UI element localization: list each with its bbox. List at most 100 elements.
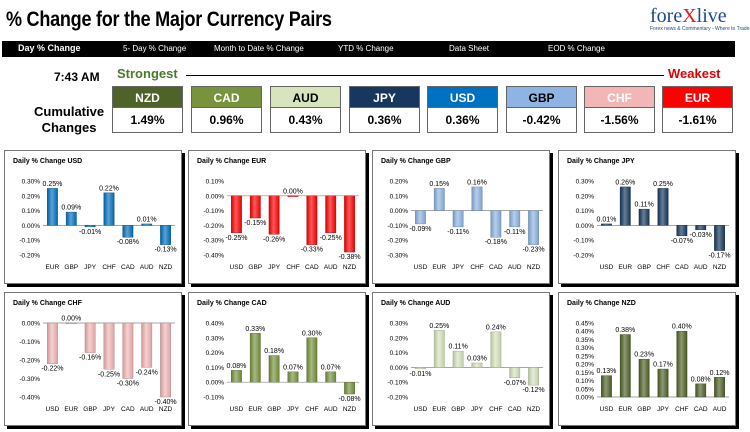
data-label: 0.01% (137, 216, 157, 223)
bar (306, 337, 318, 383)
y-tick-label: -0.30% (203, 238, 224, 245)
chart-eur: 0.10% 0.00% -0.10% -0.20% -0.30% -0.40% -0.25%… (203, 179, 360, 272)
y-tick-label: 0.20% (576, 193, 595, 200)
nav-eod-change[interactable]: EOD % Change (548, 44, 605, 53)
bar (325, 195, 337, 233)
data-label: 0.40% (672, 324, 692, 331)
data-label: 0.00% (61, 316, 81, 323)
nav-5day-change[interactable]: 5- Day % Change (123, 44, 187, 53)
data-label: -0.33% (301, 247, 323, 254)
currency-box-usd: USD 0.36% (427, 86, 498, 135)
chart-title: Daily % Change AUD (381, 300, 451, 307)
y-tick-label: 0.30% (390, 321, 409, 328)
bar (657, 368, 669, 398)
data-label: -0.18% (485, 239, 507, 246)
chart-aud: 0.30% 0.20% 0.10% 0.00% -0.10% -0.20% -0.01% US… (387, 321, 544, 414)
panel-cad: Daily % Change CAD 0.40% 0.30% 0.20% 0.10% 0… (188, 292, 366, 426)
bar (452, 210, 464, 228)
y-tick-label: 0.10% (390, 350, 409, 357)
nav-month-to-date-change[interactable]: Month to Date % Change (214, 44, 304, 53)
bar (141, 223, 153, 226)
x-tick-label: CHF (656, 264, 669, 271)
x-tick-label: NZD (343, 406, 357, 413)
currency-box-gbp: GBP -0.42% (506, 86, 577, 135)
panel-aud: Daily % Change AUD 0.30% 0.20% 0.10% 0.00% -… (372, 292, 550, 426)
chart-nzd: 0.45%0.40%0.35%0.30%0.25%0.20%0.15%0.10%… (576, 321, 730, 414)
data-label: -0.08% (117, 239, 139, 246)
y-tick-label: 0.00% (206, 380, 225, 387)
y-tick-label: 0.40% (576, 329, 595, 336)
y-tick-label: 0.30% (22, 179, 41, 186)
currency-name: USD (427, 86, 498, 108)
chart-usd: 0.30% 0.20% 0.10% 0.00% -0.10% -0.20% 0.25% EUR… (19, 179, 176, 272)
currency-box-chf: CHF -1.56% (584, 86, 655, 135)
data-label: 0.33% (245, 326, 265, 333)
forexlive-logo[interactable]: foreXlive Forex news & Commentary - Wher… (650, 6, 750, 36)
y-tick-label: 0.00% (22, 223, 41, 230)
page-title: % Change for the Major Currency Pairs (6, 8, 332, 31)
bar (306, 195, 318, 245)
data-label: -0.15% (244, 220, 266, 227)
data-label: 0.12% (710, 370, 730, 377)
bar (268, 355, 280, 383)
y-tick-label: -0.30% (19, 376, 40, 383)
y-tick-label: 0.30% (206, 335, 225, 342)
x-tick-label: GBP (267, 406, 281, 413)
y-tick-label: 0.00% (22, 321, 41, 328)
x-tick-label: CAD (675, 264, 689, 271)
x-tick-label: JPY (452, 264, 465, 271)
x-tick-label: CHF (102, 264, 115, 271)
y-tick-label: -0.20% (203, 223, 224, 230)
chart-jpy: 0.30% 0.20% 0.10% 0.00% -0.10% -0.20% 0.01% USD… (573, 179, 730, 272)
bar (344, 381, 355, 395)
bar (490, 331, 502, 368)
currency-box-jpy: JPY 0.36% (349, 86, 420, 135)
chart-title: Daily % Change GBP (381, 158, 451, 165)
x-tick-label: AUD (508, 264, 522, 271)
y-tick-label: -0.40% (19, 395, 40, 402)
data-label: -0.08% (338, 396, 360, 403)
logo-tagline: Forex news & Commentary - Where to Trade (650, 26, 750, 32)
currency-name: AUD (270, 86, 341, 108)
x-tick-label: JPY (471, 406, 484, 413)
strength-divider (186, 75, 664, 76)
y-tick-label: 0.10% (206, 179, 225, 186)
x-tick-label: EUR (618, 406, 632, 413)
data-label: -0.25% (225, 235, 247, 242)
currency-value: -1.56% (584, 108, 655, 133)
bar (415, 367, 426, 370)
x-tick-label: USD (46, 406, 60, 413)
panel-usd: Daily % Change USD 0.30% 0.20% 0.10% 0.00% -… (4, 150, 182, 284)
data-label: 0.11% (448, 344, 467, 351)
bar (160, 225, 171, 245)
currency-box-nzd: NZD 1.49% (112, 86, 183, 135)
y-tick-label: -0.10% (573, 238, 594, 245)
y-tick-label: 0.20% (206, 350, 225, 357)
bar (249, 333, 261, 383)
y-tick-label: 0.10% (576, 208, 595, 215)
bar (601, 375, 612, 398)
x-tick-label: EUR (64, 406, 78, 413)
x-tick-label: JPY (287, 406, 300, 413)
bar (471, 186, 483, 211)
currency-name: JPY (349, 86, 420, 108)
data-label: -0.26% (263, 236, 285, 243)
y-tick-label: 0.00% (390, 365, 409, 372)
y-tick-label: 0.00% (206, 193, 225, 200)
data-label: 0.17% (653, 362, 673, 369)
bar (695, 383, 707, 398)
data-label: 0.09% (61, 205, 81, 212)
data-label: 0.11% (634, 202, 653, 209)
currency-name: NZD (112, 86, 183, 108)
bar (619, 334, 631, 398)
nav-ytd-change[interactable]: YTD % Change (338, 44, 394, 53)
x-tick-label: EUR (46, 264, 60, 271)
nav-data-sheet[interactable]: Data Sheet (449, 44, 490, 53)
data-label: 0.07% (283, 364, 303, 371)
bar (490, 210, 502, 238)
nav-day-change[interactable]: Day % Change (18, 43, 81, 53)
data-label: 0.30% (302, 330, 322, 337)
bar (676, 225, 688, 236)
data-label: 0.15% (429, 181, 449, 188)
y-tick-label: 0.30% (576, 179, 595, 186)
